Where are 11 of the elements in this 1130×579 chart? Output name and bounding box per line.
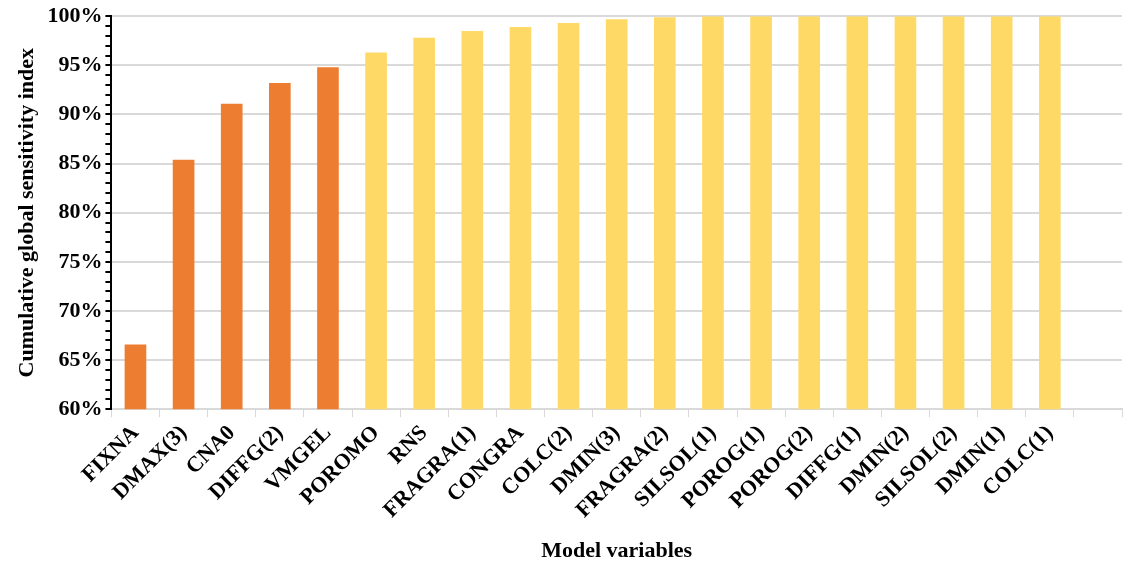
y-tick-label: 100% <box>47 1 103 27</box>
y-tick-label: 65% <box>58 345 103 371</box>
y-tick-label: 60% <box>58 394 103 420</box>
y-tick-label: 75% <box>58 247 103 273</box>
y-tick-label: 95% <box>58 51 103 77</box>
y-tick-label: 85% <box>58 149 103 175</box>
y-axis-title: Cumulative global sensitivity index <box>12 48 38 378</box>
y-tick-label: 80% <box>58 198 103 224</box>
y-tick-label: 90% <box>58 100 103 126</box>
y-tick-label: 70% <box>58 296 103 322</box>
x-axis-title: Model variables <box>541 537 693 563</box>
